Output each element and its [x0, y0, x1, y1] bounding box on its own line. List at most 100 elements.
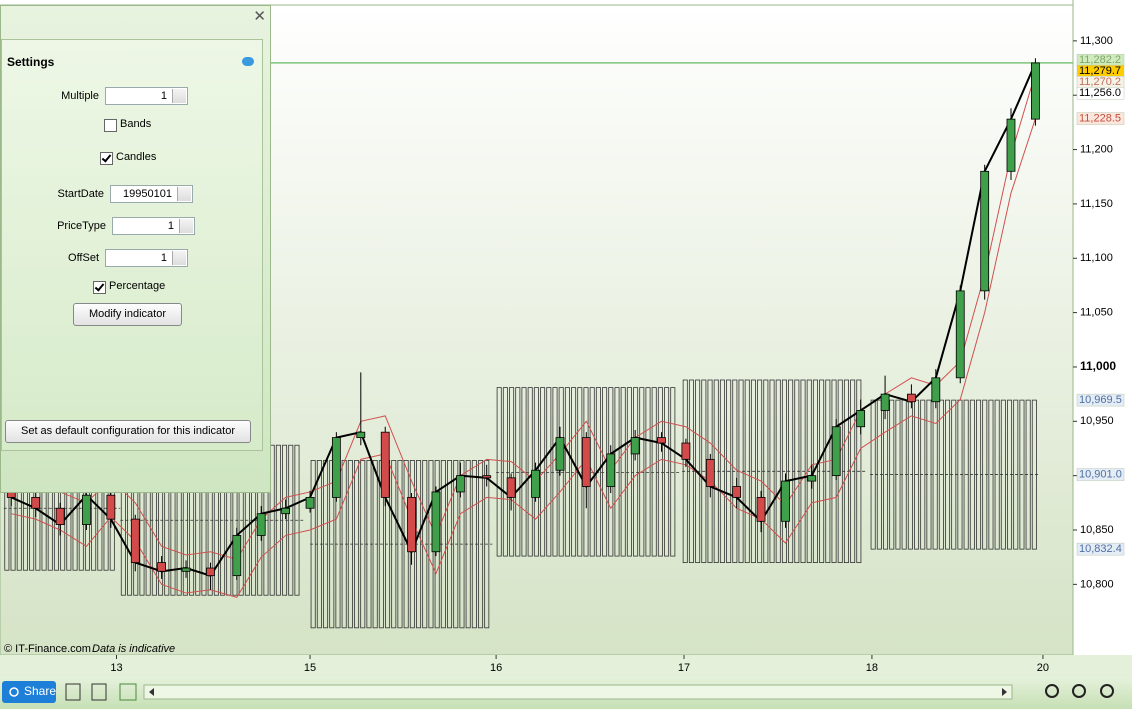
price-tag-label: 11,279.7 [1079, 65, 1121, 77]
tool-icon[interactable] [91, 683, 107, 701]
zone-stripe [670, 387, 676, 557]
y-tick-label: 11,000 [1080, 359, 1116, 373]
checkbox[interactable] [93, 281, 106, 294]
y-tick-label: 10,800 [1080, 578, 1114, 590]
zone-stripe [889, 399, 895, 550]
x-tick-label: 16 [490, 662, 502, 674]
spin-input[interactable]: 1 [105, 249, 188, 267]
checkbox[interactable] [104, 119, 117, 132]
zone-stripe [558, 387, 564, 557]
zone-stripe [1019, 399, 1025, 550]
zone-stripe [552, 387, 558, 557]
default-button[interactable]: Set as default configuration for this in… [5, 420, 251, 443]
close-button[interactable]: ✕ [253, 8, 266, 25]
zoom-out[interactable] [1072, 684, 1086, 698]
price-tag [1076, 86, 1125, 100]
candle-body [380, 431, 390, 498]
candle-body [431, 491, 441, 553]
price-tag [1076, 393, 1125, 407]
candle-body [980, 170, 990, 292]
zone-stripe [546, 387, 552, 557]
candle-body [31, 496, 41, 509]
price-tag-label: 11,228.5 [1079, 112, 1121, 124]
price-tag-label: 11,256.0 [1079, 87, 1121, 99]
zone-stripe [639, 387, 645, 557]
candle-body [531, 469, 540, 498]
zone-stripe [800, 379, 806, 564]
band-line [11, 118, 1036, 598]
y-tick-label: 11,100 [1080, 252, 1113, 264]
candle-body [281, 507, 291, 515]
x-axis-strip [0, 655, 1132, 677]
share-label[interactable]: Share [24, 684, 56, 698]
zone-stripe [540, 387, 546, 557]
price-tag-label: 10,832.4 [1079, 543, 1122, 555]
candle-body [606, 453, 616, 487]
x-tick-label: 15 [304, 662, 316, 674]
checkbox-label: Bands [120, 118, 152, 130]
zone-stripe [620, 387, 626, 557]
field-label: StartDate [57, 188, 104, 200]
y-tick-label: 11,200 [1080, 143, 1113, 155]
zone-stripe [459, 460, 465, 629]
price-tag [1076, 112, 1125, 125]
zone-stripe [914, 399, 920, 550]
candle-body [1006, 118, 1016, 172]
candle-body [781, 480, 790, 522]
candle-body [106, 494, 116, 520]
candle-body [705, 458, 715, 487]
zone-stripe [269, 444, 275, 596]
zone-stripe [521, 387, 527, 557]
share-icon [9, 687, 19, 697]
candle-body [581, 437, 591, 487]
candle-body [831, 426, 841, 477]
zone-stripe [856, 379, 862, 564]
spin-input[interactable]: 1 [112, 217, 195, 235]
candle-body [931, 377, 941, 403]
zone-stripe [626, 387, 632, 557]
zone-stripe [515, 387, 521, 557]
field-label: PriceType [57, 220, 106, 232]
copyright: © IT-Finance.com [4, 643, 91, 655]
checkbox[interactable] [100, 152, 113, 165]
spin-input[interactable]: 19950101 [110, 185, 193, 203]
candle-body [305, 496, 315, 509]
candle-body [1031, 62, 1040, 120]
x-tick-label: 18 [866, 662, 878, 674]
zone-stripe [509, 387, 515, 557]
candle-body [82, 494, 91, 525]
zone-stripe [750, 379, 756, 564]
candle-body [256, 513, 266, 536]
data-note: Data is indicative [92, 643, 175, 655]
zone-stripe [645, 387, 651, 557]
spin-input[interactable]: 1 [105, 87, 188, 105]
zone-stripe [651, 387, 657, 557]
zone-stripe [294, 444, 300, 596]
zoom-in[interactable] [1100, 684, 1114, 698]
y-tick-label: 11,050 [1080, 307, 1113, 319]
help-icon[interactable] [242, 57, 254, 66]
tool-icon[interactable] [65, 683, 81, 701]
candle-body [955, 290, 965, 379]
checkbox-label: Percentage [109, 280, 166, 292]
candle-body [506, 477, 516, 498]
y-tick-label: 10,950 [1080, 415, 1114, 427]
scrollbar[interactable] [143, 684, 1013, 700]
candle-body [630, 437, 640, 455]
tool-icon[interactable] [119, 683, 137, 701]
share-button[interactable] [2, 681, 56, 703]
axes: 11,30011,25011,20011,15011,10011,05011,0… [110, 35, 1125, 674]
price-tag [1076, 468, 1125, 481]
zone-stripe [502, 387, 508, 557]
y-tick-label: 11,150 [1080, 198, 1113, 210]
candle-body [555, 437, 565, 471]
candle-body [906, 393, 916, 403]
modify-button[interactable]: Modify indicator [73, 303, 182, 326]
settings-title: Settings [7, 55, 55, 69]
zoom-icon[interactable] [1045, 684, 1059, 698]
candle-body [157, 562, 167, 572]
candle-body [880, 393, 890, 411]
candle-body [732, 486, 742, 498]
